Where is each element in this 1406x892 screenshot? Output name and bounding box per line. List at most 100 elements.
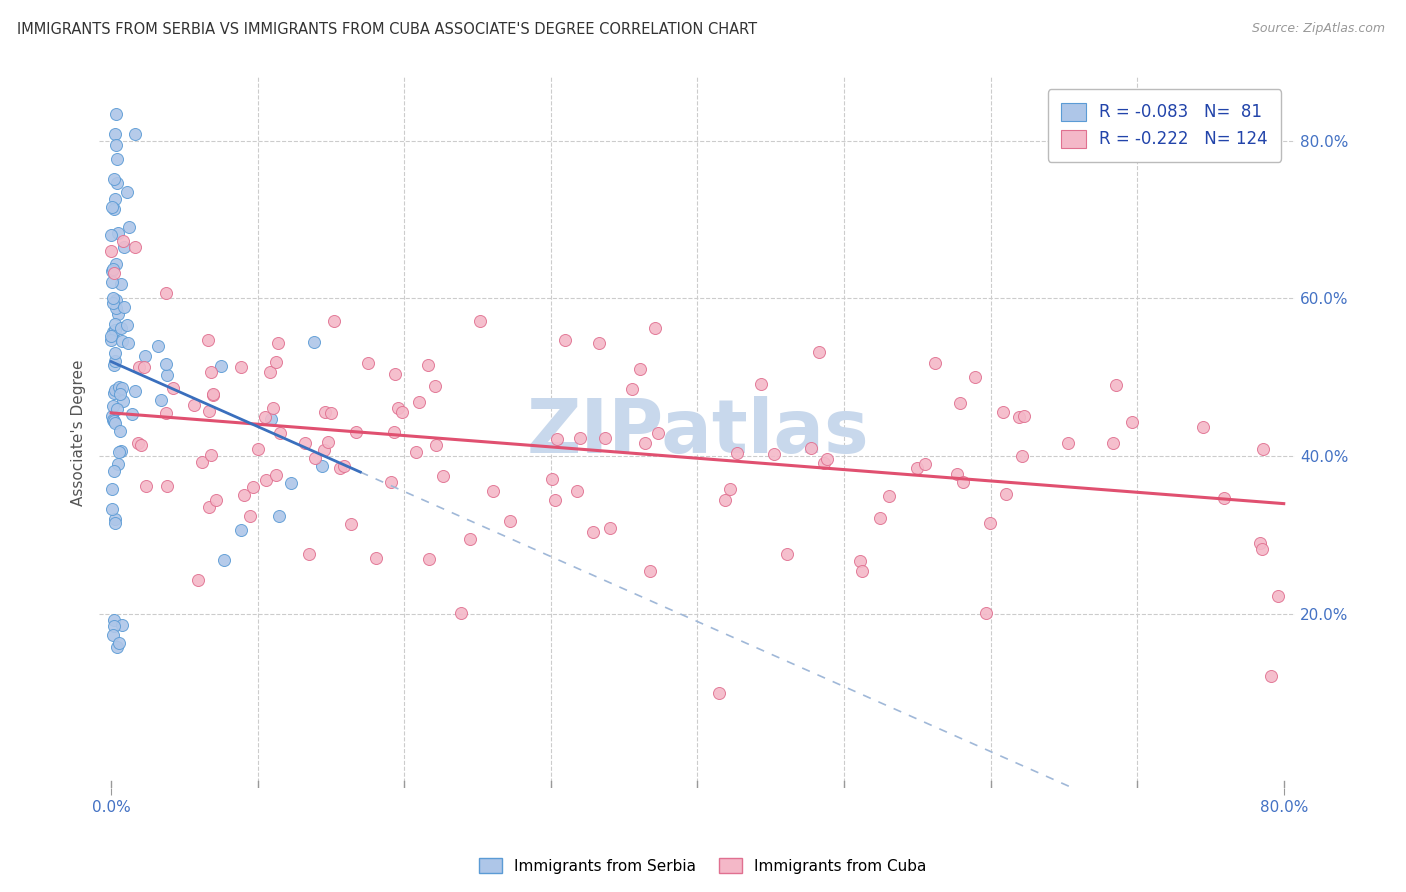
Point — [103, 172, 125, 186]
Point — [112, 300, 135, 314]
Point — [108, 444, 131, 458]
Point — [329, 461, 352, 475]
Point — [316, 434, 339, 449]
Point — [1012, 409, 1035, 424]
Point — [107, 307, 129, 321]
Point — [253, 409, 276, 424]
Point — [197, 333, 219, 347]
Point — [312, 442, 335, 457]
Point — [202, 387, 225, 401]
Point — [259, 365, 281, 379]
Point — [813, 456, 835, 470]
Point — [229, 359, 252, 374]
Point — [340, 517, 363, 532]
Point — [101, 628, 124, 642]
Point — [418, 359, 440, 373]
Point — [1011, 449, 1033, 463]
Point — [155, 357, 177, 371]
Point — [384, 368, 406, 382]
Legend: Immigrants from Serbia, Immigrants from Cuba: Immigrants from Serbia, Immigrants from … — [472, 852, 934, 880]
Point — [162, 381, 184, 395]
Point — [191, 455, 214, 469]
Point — [104, 317, 127, 331]
Text: ZIPatlas: ZIPatlas — [526, 396, 869, 469]
Point — [107, 227, 129, 241]
Point — [103, 385, 125, 400]
Point — [104, 128, 127, 142]
Point — [104, 512, 127, 526]
Point — [322, 314, 344, 328]
Point — [391, 405, 413, 419]
Point — [202, 388, 225, 402]
Point — [101, 413, 124, 427]
Point — [924, 356, 946, 370]
Point — [364, 550, 387, 565]
Point — [105, 152, 128, 166]
Point — [104, 346, 127, 360]
Point — [209, 359, 232, 374]
Point — [187, 573, 209, 587]
Point — [544, 493, 567, 508]
Point — [103, 414, 125, 428]
Point — [100, 333, 122, 347]
Point — [1104, 377, 1126, 392]
Point — [387, 401, 409, 415]
Point — [112, 393, 135, 408]
Point — [101, 296, 124, 310]
Point — [155, 286, 177, 301]
Point — [346, 425, 368, 440]
Point — [101, 262, 124, 277]
Point — [432, 469, 454, 483]
Point — [869, 510, 891, 524]
Point — [127, 436, 149, 450]
Point — [100, 264, 122, 278]
Point — [269, 509, 291, 524]
Point — [132, 360, 155, 375]
Point — [304, 450, 326, 465]
Point — [104, 353, 127, 368]
Point — [204, 493, 226, 508]
Point — [482, 484, 505, 499]
Point — [1250, 536, 1272, 550]
Point — [107, 458, 129, 472]
Point — [408, 395, 430, 409]
Point — [979, 516, 1001, 531]
Point — [800, 442, 823, 456]
Point — [104, 192, 127, 206]
Point — [593, 431, 616, 445]
Point — [995, 487, 1018, 501]
Point — [851, 564, 873, 578]
Point — [620, 382, 643, 396]
Point — [124, 128, 146, 142]
Point — [156, 479, 179, 493]
Point — [725, 446, 748, 460]
Point — [233, 488, 256, 502]
Point — [638, 564, 661, 578]
Point — [101, 399, 124, 413]
Point — [103, 464, 125, 478]
Point — [111, 618, 134, 632]
Point — [112, 240, 135, 254]
Point — [458, 532, 481, 546]
Point — [100, 227, 122, 242]
Point — [599, 521, 621, 535]
Point — [105, 177, 128, 191]
Point — [582, 524, 605, 539]
Point — [124, 384, 146, 398]
Point — [107, 383, 129, 397]
Point — [103, 202, 125, 216]
Point — [628, 361, 651, 376]
Point — [749, 377, 772, 392]
Point — [104, 106, 127, 120]
Point — [952, 475, 974, 489]
Point — [100, 244, 122, 258]
Point — [104, 416, 127, 430]
Point — [356, 356, 378, 370]
Point — [105, 301, 128, 315]
Point — [588, 335, 610, 350]
Point — [104, 383, 127, 397]
Point — [714, 492, 737, 507]
Point — [815, 452, 838, 467]
Point — [135, 478, 157, 492]
Point — [498, 514, 520, 528]
